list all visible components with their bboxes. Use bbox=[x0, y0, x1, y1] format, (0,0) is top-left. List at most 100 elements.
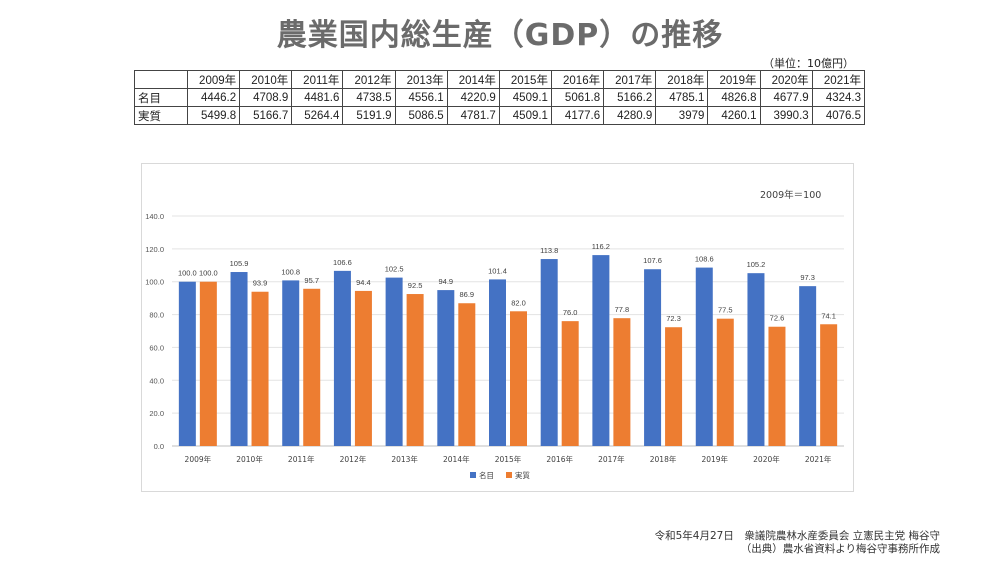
bar bbox=[768, 326, 786, 446]
bar bbox=[333, 270, 351, 446]
x-tick-label: 2009年 bbox=[185, 454, 212, 464]
legend-swatch bbox=[470, 472, 476, 478]
bar bbox=[251, 291, 269, 446]
table-row-label: 名目 bbox=[134, 88, 188, 107]
bar bbox=[303, 288, 321, 446]
data-label: 100.0 bbox=[199, 269, 218, 278]
table-cell: 4509.1 bbox=[498, 106, 552, 125]
data-label: 93.9 bbox=[253, 279, 268, 288]
data-label: 86.9 bbox=[460, 290, 475, 299]
table-cell: 4781.7 bbox=[446, 106, 500, 125]
table-year-header: 2020年 bbox=[759, 70, 813, 89]
data-label: 94.4 bbox=[356, 278, 371, 287]
bar bbox=[489, 279, 506, 446]
bar bbox=[799, 286, 817, 446]
data-label: 100.8 bbox=[281, 267, 300, 276]
table-row-label: 実質 bbox=[134, 106, 188, 125]
table-row: 名目 4446.2 4708.9 4481.6 4738.5 4556.1 42… bbox=[134, 88, 866, 107]
data-label: 100.0 bbox=[178, 269, 197, 278]
chart-annotation: 2009年＝100 bbox=[760, 189, 821, 201]
data-label: 97.3 bbox=[800, 273, 815, 282]
footer-line-1: 令和5年4月27日 衆議院農林水産委員会 立憲民主党 梅谷守 bbox=[654, 530, 940, 542]
table-cell: 3990.3 bbox=[759, 106, 813, 125]
data-label: 92.5 bbox=[408, 281, 423, 290]
x-tick-label: 2012年 bbox=[340, 454, 367, 464]
table-year-header: 2009年 bbox=[186, 70, 241, 89]
table-cell: 5061.8 bbox=[550, 88, 605, 107]
bar-chart: 0.0 20.0 40.0 60.0 80.0 100.0 120.0 140.0 2009年＝… bbox=[141, 163, 854, 492]
table-year-header: 2016年 bbox=[550, 70, 605, 89]
bar bbox=[716, 318, 734, 446]
table-year-header: 2018年 bbox=[655, 70, 709, 89]
data-label: 105.2 bbox=[747, 260, 766, 269]
table-cell: 4446.2 bbox=[186, 88, 241, 107]
bar bbox=[644, 269, 662, 446]
bar bbox=[282, 280, 300, 446]
x-tick-label: 2020年 bbox=[753, 454, 780, 464]
table-cell: 4677.9 bbox=[759, 88, 813, 107]
y-tick-label: 140.0 bbox=[145, 212, 164, 221]
table-cell: 4076.5 bbox=[811, 106, 866, 125]
table-cell: 4220.9 bbox=[446, 88, 500, 107]
bar bbox=[613, 318, 631, 446]
bar bbox=[199, 281, 217, 446]
bar bbox=[385, 277, 403, 446]
bar bbox=[695, 267, 713, 446]
page-title: 農業国内総生産（GDP）の推移 bbox=[276, 18, 724, 53]
bar bbox=[406, 294, 424, 446]
gdp-table: 2009年 2010年 2011年 2012年 2013年 2014年 2015… bbox=[134, 70, 866, 125]
table-cell: 5264.4 bbox=[291, 106, 344, 125]
table-cell: 4280.9 bbox=[603, 106, 657, 125]
data-label: 76.0 bbox=[563, 308, 578, 317]
bar bbox=[540, 259, 558, 446]
bar bbox=[458, 303, 476, 446]
legend-label: 実質 bbox=[515, 470, 530, 480]
table-cell: 4738.5 bbox=[342, 88, 396, 107]
table-cell: 4324.3 bbox=[811, 88, 866, 107]
y-tick-label: 60.0 bbox=[149, 343, 164, 352]
table-year-header: 2021年 bbox=[811, 70, 866, 89]
data-label: 74.1 bbox=[821, 311, 836, 320]
table-cell: 4177.6 bbox=[550, 106, 605, 125]
table-year-header: 2010年 bbox=[239, 70, 293, 89]
data-label: 95.7 bbox=[304, 276, 319, 285]
data-label: 113.8 bbox=[540, 246, 558, 255]
table-cell: 5499.8 bbox=[186, 106, 241, 125]
data-label: 102.5 bbox=[385, 265, 404, 274]
table-cell: 5086.5 bbox=[394, 106, 448, 125]
footer-line-2: （出典）農水省資料より梅谷守事務所作成 bbox=[740, 543, 940, 555]
data-label: 106.6 bbox=[333, 258, 352, 267]
bar bbox=[747, 273, 765, 446]
y-tick-label: 20.0 bbox=[149, 409, 164, 418]
x-tick-label: 2013年 bbox=[391, 454, 418, 464]
unit-note: （単位：10億円） bbox=[763, 57, 854, 70]
table-year-header: 2019年 bbox=[707, 70, 761, 89]
x-tick-label: 2016年 bbox=[546, 454, 573, 464]
data-label: 82.0 bbox=[511, 298, 526, 307]
table-year-header: 2013年 bbox=[394, 70, 448, 89]
legend-label: 名目 bbox=[479, 470, 494, 480]
table-cell: 3979 bbox=[655, 106, 709, 125]
bar bbox=[354, 290, 372, 446]
data-label: 94.9 bbox=[439, 277, 454, 286]
table-year-header: 2015年 bbox=[498, 70, 552, 89]
footer-note: 令和5年4月27日 衆議院農林水産委員会 立憲民主党 梅谷守 （出典）農水省資料… bbox=[655, 530, 940, 556]
x-tick-label: 2018年 bbox=[650, 454, 677, 464]
data-label: 107.6 bbox=[643, 256, 662, 265]
x-tick-label: 2017年 bbox=[598, 454, 625, 464]
data-label: 116.2 bbox=[592, 242, 610, 251]
data-label: 77.8 bbox=[615, 305, 630, 314]
bar bbox=[592, 255, 610, 446]
table-cell: 4556.1 bbox=[394, 88, 448, 107]
bar bbox=[561, 321, 579, 446]
table-cell: 4826.8 bbox=[707, 88, 761, 107]
bar bbox=[510, 311, 527, 446]
data-label: 72.6 bbox=[770, 314, 785, 323]
table-year-header: 2012年 bbox=[342, 70, 396, 89]
y-tick-label: 120.0 bbox=[145, 245, 164, 254]
table-cell: 5191.9 bbox=[342, 106, 396, 125]
table-cell: 5166.2 bbox=[603, 88, 657, 107]
x-tick-label: 2019年 bbox=[701, 454, 728, 464]
table-cell: 4509.1 bbox=[498, 88, 552, 107]
y-tick-label: 80.0 bbox=[149, 311, 164, 320]
